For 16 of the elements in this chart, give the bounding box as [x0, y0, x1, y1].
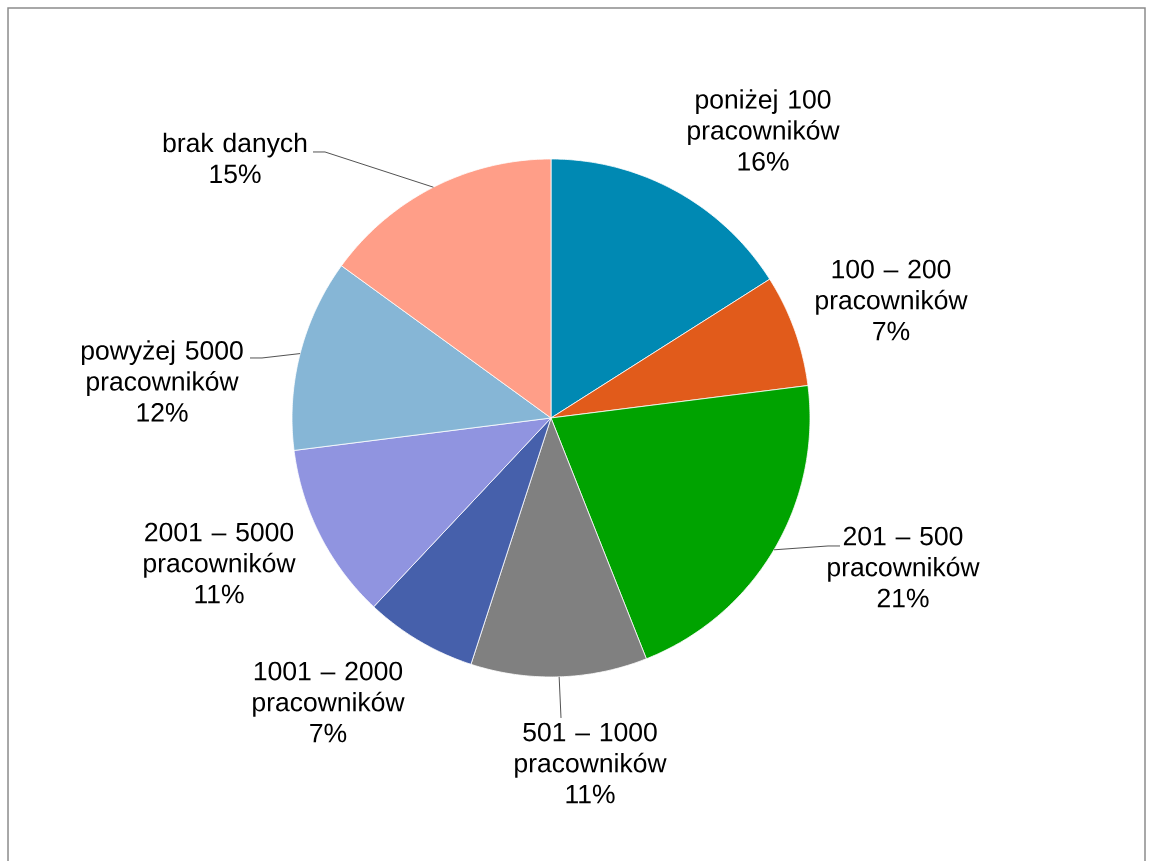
slice-label: 1001 – 2000 pracowników [253, 661, 405, 717]
data-label: 11% [566, 784, 615, 804]
data-label: 7% [310, 723, 347, 743]
data-label: 15% [210, 164, 261, 184]
slice-label: poniżej 100 pracowników [688, 89, 840, 145]
slice-label: 100 – 200 pracowników [816, 259, 968, 315]
slice-label: brak danych [163, 132, 307, 158]
slice-label: 201 – 500 pracowników [828, 526, 980, 582]
data-label: 11% [195, 584, 244, 604]
data-label: 21% [877, 588, 929, 608]
data-label: 7% [873, 321, 910, 341]
slice-label: powyżej 5000 pracowników [81, 340, 243, 396]
slice-label: 2001 – 5000 pracowników [144, 522, 296, 578]
data-label: 12% [137, 403, 188, 422]
slice-label: 501 – 1000 pracowników [515, 722, 667, 778]
data-label: 16% [738, 151, 789, 171]
